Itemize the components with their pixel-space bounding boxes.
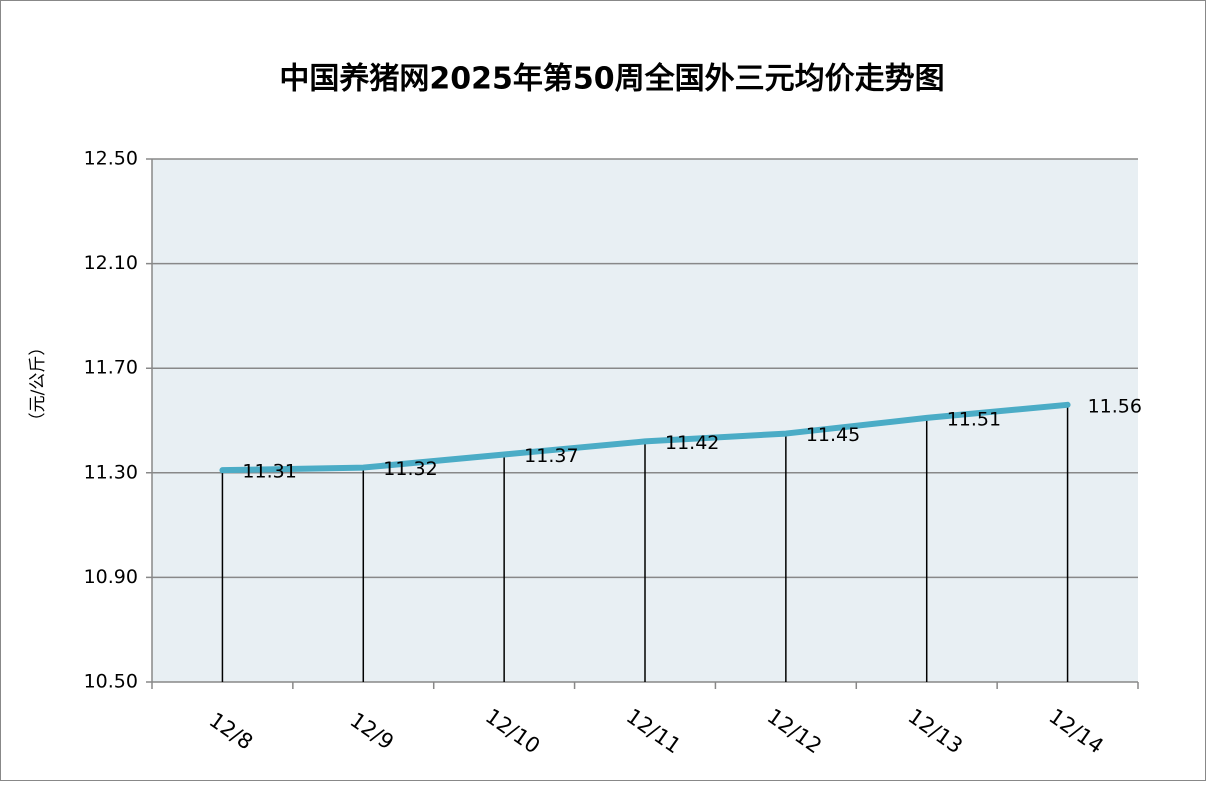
y-tick-label: 11.70 xyxy=(84,357,138,379)
data-label: 11.31 xyxy=(242,461,296,483)
data-label: 11.56 xyxy=(1088,395,1142,417)
y-tick-label: 11.30 xyxy=(84,461,138,483)
data-label: 11.32 xyxy=(383,458,437,480)
data-label: 11.42 xyxy=(665,432,719,454)
data-label: 11.45 xyxy=(806,424,860,446)
data-label: 11.51 xyxy=(947,408,1001,430)
y-tick-label: 10.90 xyxy=(84,566,138,588)
y-tick-label: 10.50 xyxy=(84,671,138,693)
chart-title: 中国养猪网2025年第50周全国外三元均价走势图 xyxy=(279,62,944,97)
y-tick-label: 12.50 xyxy=(84,148,138,170)
grid xyxy=(146,158,1139,689)
y-tick-label: 12.10 xyxy=(84,252,138,274)
y-axis-label: （元/公斤） xyxy=(28,339,48,430)
data-label: 11.37 xyxy=(524,445,578,467)
series-line xyxy=(219,401,1071,474)
marks: 11.31 11.32 11.37 11.42 11.45 11.51 11.56 xyxy=(219,395,1142,682)
